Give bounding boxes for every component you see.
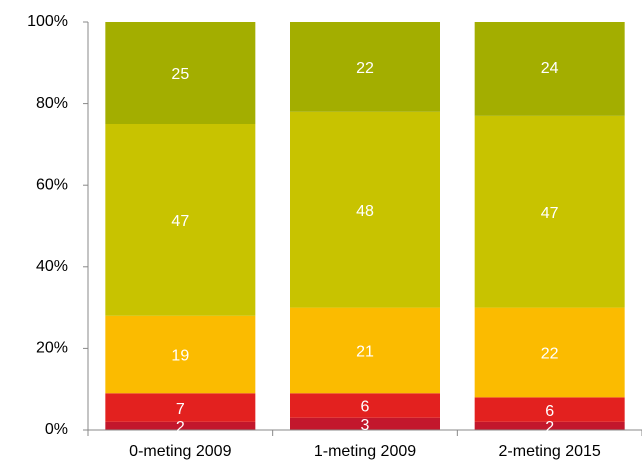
bar-segment xyxy=(474,397,625,422)
data-label: 19 xyxy=(171,348,189,365)
data-label: 6 xyxy=(361,399,370,416)
bar-segment xyxy=(105,315,256,394)
bar-segment xyxy=(105,22,256,124)
data-label: 7 xyxy=(176,401,185,418)
y-tick-label: 100% xyxy=(27,13,68,30)
x-tick-label: 0-meting 2009 xyxy=(129,443,231,460)
bar-segment xyxy=(474,22,625,116)
bar-segment xyxy=(474,115,625,308)
data-label: 48 xyxy=(356,203,374,220)
bar-segment xyxy=(105,393,256,422)
x-tick-label: 1-meting 2009 xyxy=(314,443,416,460)
bar-segment xyxy=(290,22,440,112)
data-label: 2 xyxy=(176,419,185,436)
bar-segment xyxy=(474,307,625,398)
data-label: 22 xyxy=(356,60,374,77)
bar-segment xyxy=(290,417,440,430)
bar-segment xyxy=(105,124,256,316)
y-tick-label: 20% xyxy=(36,340,68,357)
data-label: 2 xyxy=(545,419,554,436)
bar-segment xyxy=(474,421,625,430)
bar-segment xyxy=(290,111,440,308)
y-tick-label: 0% xyxy=(45,421,68,438)
data-label: 25 xyxy=(171,66,189,83)
y-tick-label: 40% xyxy=(36,258,68,275)
bar-segment xyxy=(290,393,440,418)
y-tick-label: 60% xyxy=(36,176,68,193)
data-label: 47 xyxy=(171,213,189,230)
data-label: 24 xyxy=(541,60,559,77)
data-label: 47 xyxy=(541,205,559,222)
data-label: 21 xyxy=(356,344,374,361)
y-tick-label: 80% xyxy=(36,95,68,112)
bar-segment xyxy=(290,307,440,394)
bar-segment xyxy=(105,421,256,430)
data-label: 3 xyxy=(361,417,370,434)
data-label: 6 xyxy=(545,403,554,420)
x-tick-label: 2-meting 2015 xyxy=(499,443,601,460)
plot-area xyxy=(105,22,625,430)
data-label: 22 xyxy=(541,346,559,363)
